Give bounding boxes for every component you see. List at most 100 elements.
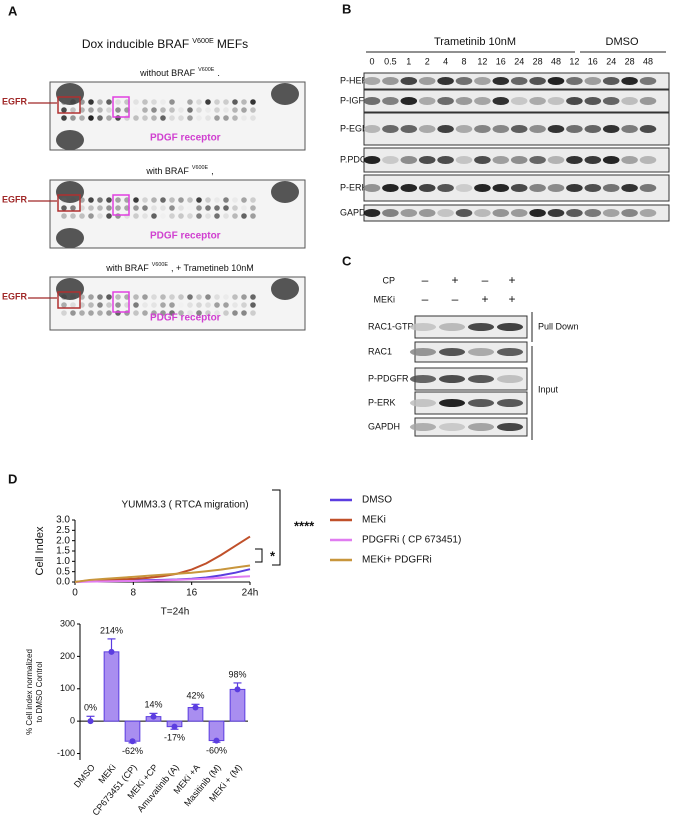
- caption-text: with BRAF: [105, 263, 149, 273]
- band: [437, 209, 454, 217]
- array-spot: [79, 213, 85, 219]
- bracket: [255, 548, 263, 563]
- array-spot: [214, 107, 220, 113]
- array-spot: [223, 197, 229, 203]
- array-spot: [88, 310, 94, 316]
- array-spot: [187, 205, 193, 211]
- band: [584, 97, 602, 105]
- caption-text: ,: [211, 166, 214, 176]
- point: [171, 723, 178, 730]
- array-spot: [97, 310, 103, 316]
- array-spot: [79, 115, 85, 121]
- array-spot: [70, 213, 76, 219]
- array-spot: [106, 302, 112, 308]
- band: [363, 156, 381, 164]
- array-spot: [97, 213, 103, 219]
- array-spot: [61, 197, 67, 203]
- band: [400, 156, 418, 164]
- array-spot: [70, 302, 76, 308]
- value-label: 14%: [144, 700, 162, 710]
- array-spot: [187, 107, 193, 113]
- bar: [103, 651, 120, 722]
- band: [363, 209, 381, 217]
- superscript: V600E: [152, 262, 169, 268]
- y-axis-label: to DMSO Control: [35, 661, 44, 722]
- band: [584, 77, 602, 85]
- point: [213, 737, 220, 744]
- band: [496, 399, 524, 407]
- band: [529, 184, 546, 192]
- caption-text: Dox inducible BRAF: [82, 37, 189, 51]
- array-spot: [169, 197, 175, 203]
- array-spot: [250, 205, 256, 211]
- array-spot: [232, 115, 238, 121]
- reference-spot: [56, 130, 84, 150]
- lane-label: 0: [369, 56, 374, 66]
- band: [418, 125, 436, 133]
- array-spot: [160, 99, 166, 105]
- y-tick-label: 3.0: [56, 515, 70, 526]
- array-spot: [88, 197, 94, 203]
- band: [496, 423, 524, 431]
- condition-label: MEKi: [373, 294, 395, 304]
- array-spot: [115, 302, 121, 308]
- array-spot: [160, 213, 166, 219]
- band: [566, 97, 583, 105]
- pdgf-box: [112, 291, 130, 313]
- band: [621, 97, 638, 105]
- band: [602, 184, 620, 192]
- pdgf-label: PDGF receptor: [150, 133, 221, 144]
- array-spot: [61, 205, 67, 211]
- array-spot: [214, 310, 220, 316]
- array-spot: [241, 115, 247, 121]
- bracket: [272, 489, 281, 566]
- band: [621, 156, 638, 164]
- sign: +: [508, 292, 515, 306]
- band: [584, 184, 602, 192]
- array-spot: [187, 197, 193, 203]
- y-tick-label: 100: [60, 683, 75, 693]
- array-spot: [97, 99, 103, 105]
- array-spot: [133, 294, 139, 300]
- group-label: DMSO: [606, 36, 639, 48]
- array-spot: [178, 107, 184, 113]
- band: [409, 399, 437, 407]
- band: [418, 156, 436, 164]
- array-membrane: [49, 179, 306, 249]
- y-tick-label: 1.0: [56, 556, 70, 567]
- array-spot: [151, 115, 157, 121]
- array-spot: [133, 99, 139, 105]
- band: [510, 97, 528, 105]
- band: [529, 125, 546, 133]
- reference-spot: [271, 181, 299, 203]
- band: [437, 156, 454, 164]
- sign: +: [508, 273, 515, 287]
- egfr-box: [57, 291, 81, 309]
- band: [529, 156, 546, 164]
- array-spot: [88, 213, 94, 219]
- array-spot: [133, 197, 139, 203]
- array-spot: [196, 302, 202, 308]
- reference-spot: [56, 181, 84, 203]
- band: [602, 77, 620, 85]
- row-label: RAC1-GTP: [368, 321, 414, 331]
- array-spot: [178, 213, 184, 219]
- y-tick-label: 2.5: [56, 525, 70, 536]
- egfr-label: EGFR: [2, 194, 28, 204]
- lane-label: 16: [588, 56, 598, 66]
- band: [510, 209, 528, 217]
- value-label: -17%: [164, 733, 185, 743]
- array-spot: [223, 115, 229, 121]
- band: [418, 77, 436, 85]
- sign: –: [422, 292, 429, 306]
- array-spot: [205, 310, 211, 316]
- array-spot: [142, 302, 148, 308]
- array-spot: [142, 99, 148, 105]
- band: [496, 323, 524, 331]
- band: [363, 125, 381, 133]
- band: [547, 156, 565, 164]
- band: [438, 423, 466, 431]
- band: [437, 125, 454, 133]
- value-label: 98%: [228, 669, 246, 679]
- band: [467, 399, 495, 407]
